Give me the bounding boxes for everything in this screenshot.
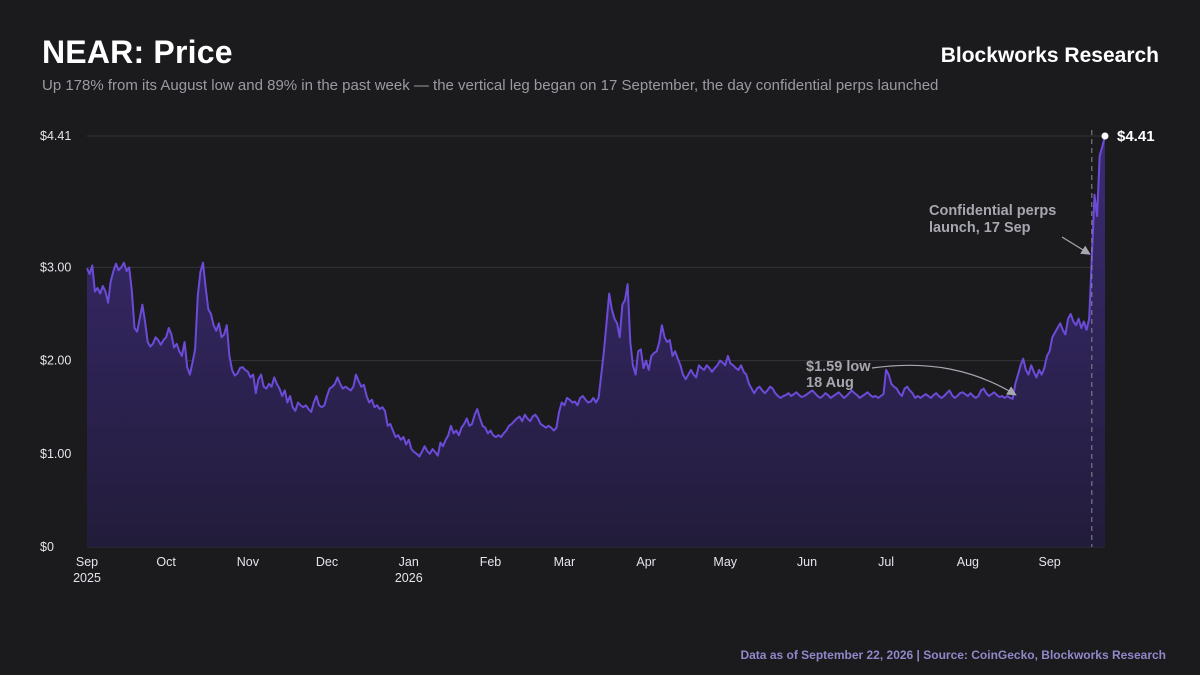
end-price-label: $4.41 <box>1117 128 1155 145</box>
x-tick-label: May <box>713 555 737 569</box>
x-tick-label: Jun <box>797 555 817 569</box>
x-tick-label: Sep <box>76 555 98 569</box>
price-line <box>86 135 1106 458</box>
x-tick-label: Oct <box>156 555 176 569</box>
source-footer: Data as of September 22, 2026 | Source: … <box>740 648 1166 662</box>
price-area-fill <box>87 136 1105 547</box>
end-point-dot <box>1101 132 1109 140</box>
x-tick-label: Dec <box>316 555 338 569</box>
area-layer <box>86 135 1106 547</box>
x-tick-label: Jan <box>399 555 419 569</box>
low-annotation-arrow <box>871 364 1017 396</box>
x-tick-label: Apr <box>636 555 655 569</box>
x-tick-label: Sep <box>1038 555 1060 569</box>
y-tick-label: $2.00 <box>40 354 71 368</box>
low-annotation-text: 18 Aug <box>806 375 854 391</box>
x-tick-label: Aug <box>957 555 979 569</box>
launch-annotation-text: launch, 17 Sep <box>929 220 1031 236</box>
axis-layer: $0 $1.00 $2.00 $3.00 $4.41 Sep 2025 Oct Nov Dec Ja… <box>40 129 1061 585</box>
y-tick-label: $3.00 <box>40 260 71 274</box>
x-tick-label: Nov <box>237 555 260 569</box>
launch-annotation-text: Confidential perps <box>929 203 1056 219</box>
low-annotation-text: $1.59 low <box>806 359 871 375</box>
y-tick-label: $1.00 <box>40 447 71 461</box>
x-tick-year-label: 2025 <box>73 571 101 585</box>
x-tick-label: Feb <box>480 555 502 569</box>
x-tick-label: Mar <box>554 555 576 569</box>
y-tick-label: $4.41 <box>40 129 71 143</box>
page-title: NEAR: Price <box>42 34 233 70</box>
launch-annotation-arrow <box>1061 236 1091 255</box>
y-tick-label: $0 <box>40 540 54 554</box>
x-tick-year-label: 2026 <box>395 571 423 585</box>
brand-logo-text: Blockworks Research <box>940 44 1159 67</box>
chart-subtitle: Up 178% from its August low and 89% in t… <box>42 77 939 94</box>
x-tick-label: Jul <box>878 555 894 569</box>
